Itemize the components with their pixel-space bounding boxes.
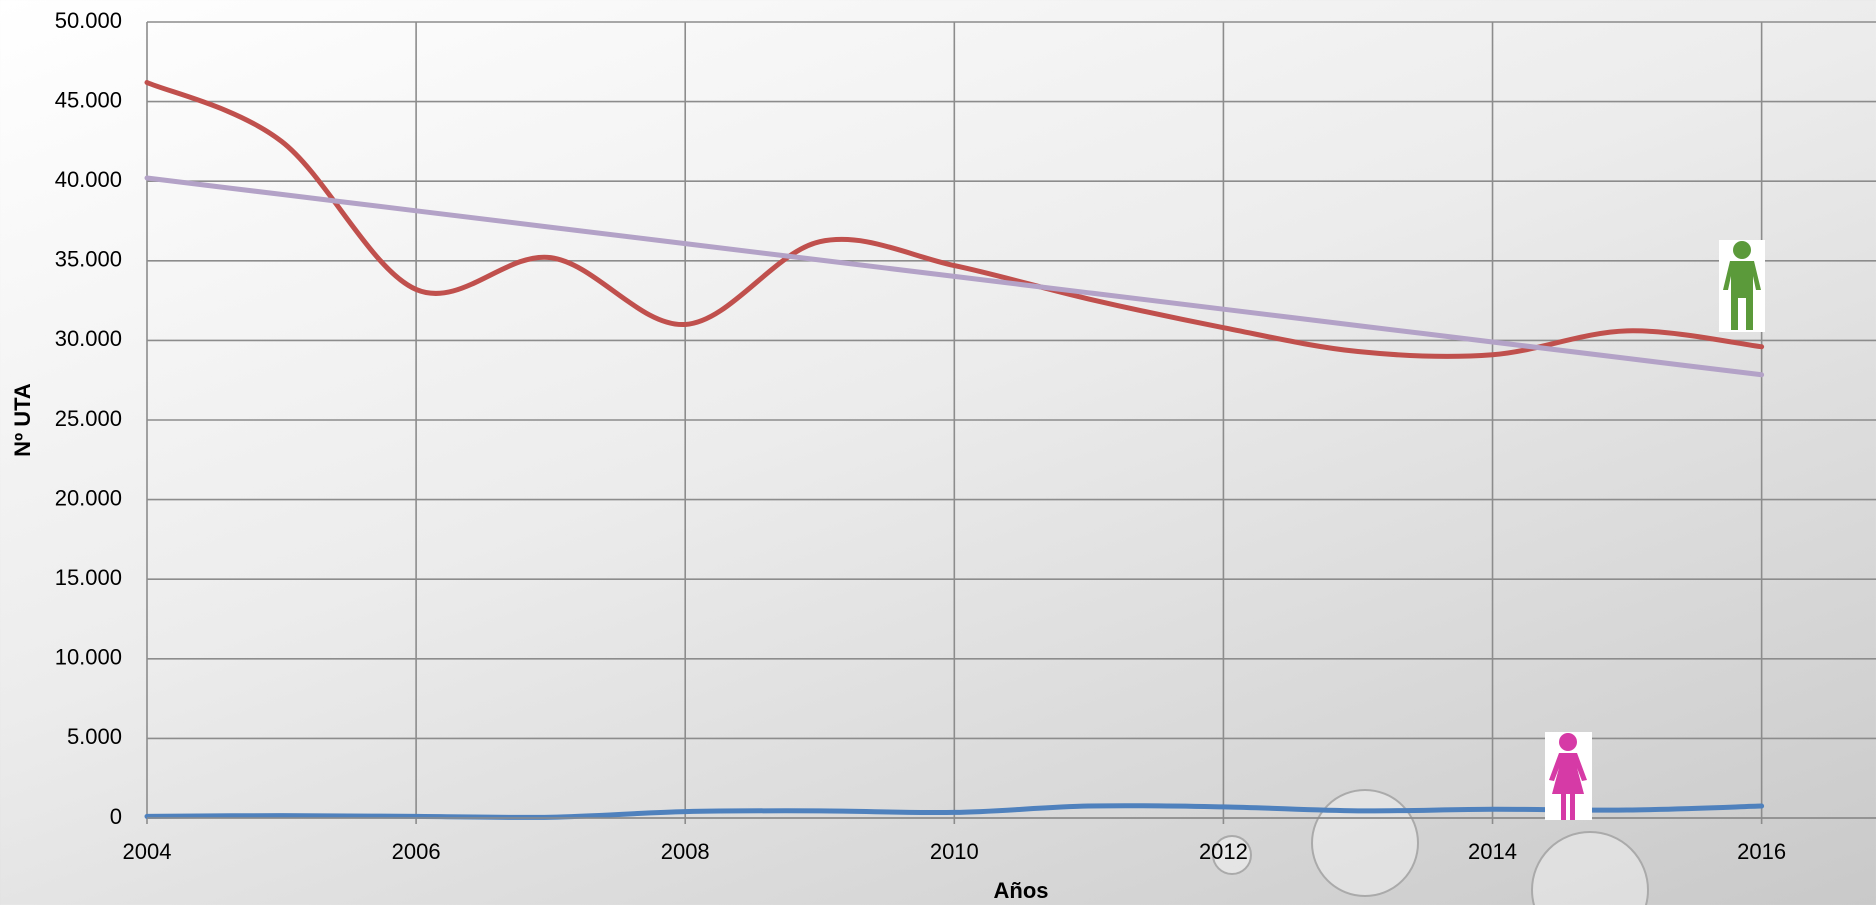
x-tick-label: 2008 (661, 839, 710, 864)
series-line (144, 175, 1765, 378)
y-tick-label: 25.000 (55, 406, 122, 431)
y-tick-label: 45.000 (55, 87, 122, 112)
y-tick-label: 5.000 (67, 724, 122, 749)
y-tick-label: 30.000 (55, 326, 122, 351)
female-icon (1545, 732, 1592, 820)
x-tick-label: 2014 (1468, 839, 1517, 864)
y-tick-label: 10.000 (55, 645, 122, 670)
x-tick-label: 2004 (123, 839, 172, 864)
y-axis-label: Nº UTA (10, 383, 35, 457)
y-tick-label: 35.000 (55, 247, 122, 272)
y-tick-label: 20.000 (55, 485, 122, 510)
series-line (144, 803, 1765, 820)
x-tick-label: 2006 (392, 839, 441, 864)
y-tick-label: 50.000 (55, 8, 122, 33)
series-line (144, 79, 1765, 359)
y-tick-label: 0 (110, 804, 122, 829)
bubble-decoration (1212, 789, 1649, 905)
male-icon (1719, 240, 1765, 332)
y-tick-label: 15.000 (55, 565, 122, 590)
x-axis-label: Años (994, 878, 1049, 903)
x-tick-label: 2012 (1199, 839, 1248, 864)
y-tick-label: 40.000 (55, 167, 122, 192)
x-tick-label: 2010 (930, 839, 979, 864)
x-tick-label: 2016 (1737, 839, 1786, 864)
